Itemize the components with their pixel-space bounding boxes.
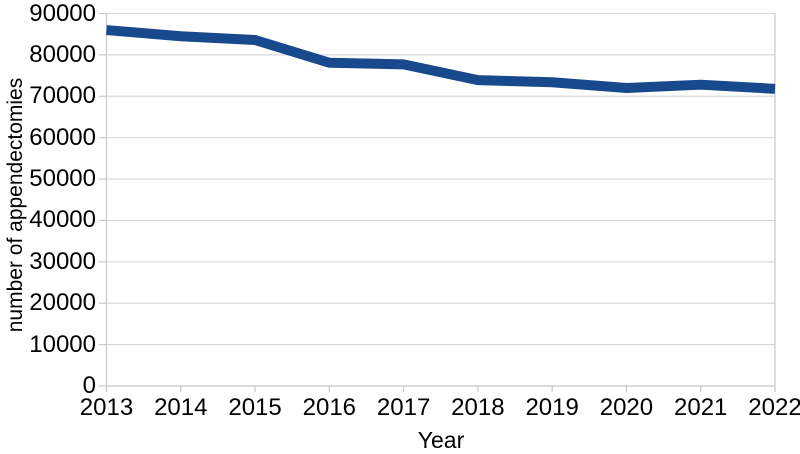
x-tick-label: 2014 bbox=[154, 394, 208, 421]
y-tick-label: 70000 bbox=[29, 82, 96, 110]
y-axis-title: number of appendectomies bbox=[4, 77, 27, 333]
x-axis-title: Year bbox=[417, 427, 465, 453]
x-tick-label: 2021 bbox=[674, 394, 728, 421]
y-tick-label: 60000 bbox=[29, 123, 96, 151]
x-tick-label: 2020 bbox=[599, 394, 654, 421]
x-tick-label: 2022 bbox=[748, 394, 800, 421]
y-tick-label: 20000 bbox=[29, 289, 96, 317]
y-tick-label: 10000 bbox=[29, 330, 96, 358]
x-tick-label: 2018 bbox=[451, 394, 505, 421]
x-tick-label: 2013 bbox=[79, 394, 134, 421]
y-tick-label: 0 bbox=[82, 372, 96, 399]
y-tick-label: 80000 bbox=[29, 40, 96, 68]
x-tick-label: 2019 bbox=[525, 394, 579, 421]
y-tick-label: 40000 bbox=[29, 206, 96, 234]
y-tick-label: 30000 bbox=[29, 247, 96, 275]
x-tick-label: 2017 bbox=[376, 394, 431, 421]
x-tick-label: 2016 bbox=[302, 394, 357, 421]
y-tick-label: 90000 bbox=[29, 0, 96, 27]
data-line-appendectomies bbox=[106, 25, 776, 94]
y-tick-label: 50000 bbox=[29, 165, 96, 193]
x-tick-label: 2015 bbox=[228, 394, 282, 421]
